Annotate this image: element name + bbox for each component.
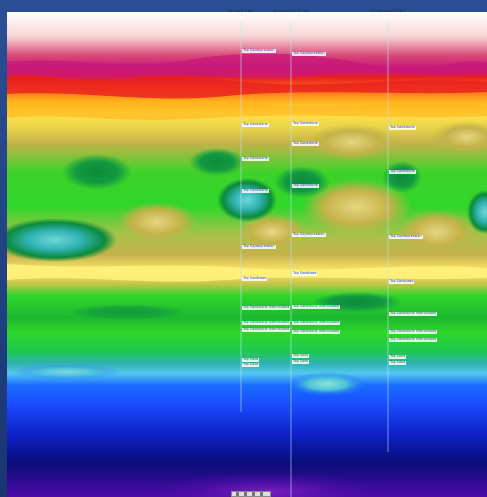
formation-marker-label[interactable]: Top Sand [292, 353, 310, 358]
formation-marker-label[interactable]: Top Sandstone [292, 141, 319, 146]
formation-marker-label[interactable]: Top Sandstone Intercalated [389, 337, 438, 342]
formation-marker-label[interactable]: Top Sand [242, 357, 260, 362]
formation-marker-label[interactable]: Top Sandstone [292, 183, 319, 188]
formation-marker-label[interactable]: Top Sandstone Intercalated [242, 320, 291, 325]
property-section [7, 12, 487, 497]
formation-marker-label[interactable]: Top Sandbase [389, 279, 415, 284]
cross-section-plot[interactable] [7, 12, 487, 497]
formation-marker-label[interactable]: Top Sandstone [242, 188, 269, 193]
well-name-1: X1 Isard 1 Hrz [228, 9, 254, 13]
scale-bar[interactable] [231, 491, 271, 497]
formation-marker-label[interactable]: Top Sandstone [292, 121, 319, 126]
formation-marker-label[interactable]: Top Sand [389, 354, 407, 359]
formation-marker-label[interactable]: Top Sand [242, 362, 260, 367]
formation-marker-label[interactable]: Top Sandstone Intercalated [242, 327, 291, 332]
formation-marker-label[interactable]: Top Sandstone Intercalated [292, 304, 341, 309]
formation-marker-label[interactable]: Top Sandstone [242, 156, 269, 161]
formation-marker-label[interactable]: Top Sandstone Intercalated [292, 320, 341, 325]
formation-marker-label[interactable]: Top Sandstone Intercalated [292, 329, 341, 334]
formation-marker-label[interactable]: Top Sandstone [242, 122, 269, 127]
formation-marker-label[interactable]: Top Sandstone Intercalated [242, 305, 291, 310]
formation-marker-label[interactable]: Top Sand [389, 360, 407, 365]
formation-marker-label[interactable]: Top Sandstone Intercalated [389, 329, 438, 334]
formation-marker-label[interactable]: Top Saydepression [242, 48, 276, 53]
well-name-2: X2 Cedrina 1 ST Hrz [272, 9, 310, 13]
formation-marker-label[interactable]: Top Saydepression [389, 234, 423, 239]
formation-marker-label[interactable]: Top Sand [292, 359, 310, 364]
well-name-3: X3 Carrera ST MB 1 [370, 9, 406, 13]
formation-marker-label[interactable]: Top Saydepression [242, 244, 276, 249]
formation-marker-label[interactable]: Top Sandstone Intercalated [389, 311, 438, 316]
formation-marker-label[interactable]: Top Saydepression [292, 51, 326, 56]
formation-marker-label[interactable]: Top Sandstone [389, 125, 416, 130]
formation-marker-label[interactable]: Top Saydepression [292, 232, 326, 237]
formation-marker-label[interactable]: Top Sandbase [292, 271, 318, 276]
formation-marker-label[interactable]: Top Sandstone [389, 169, 416, 174]
formation-marker-label[interactable]: Top Sandbase [242, 276, 268, 281]
